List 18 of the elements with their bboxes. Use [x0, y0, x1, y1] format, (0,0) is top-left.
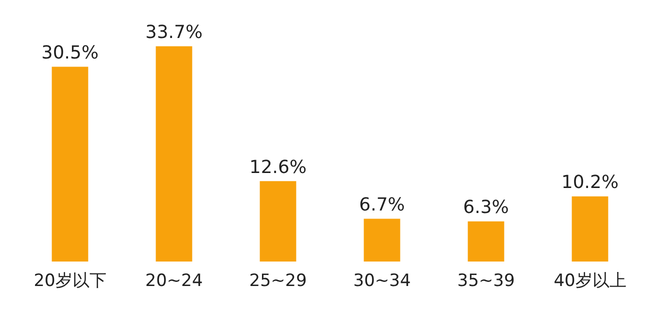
- bar: [156, 46, 192, 262]
- data-label: 6.7%: [359, 194, 405, 216]
- data-label: 12.6%: [249, 156, 307, 178]
- x-tick-label: 20~24: [145, 271, 203, 292]
- x-tick-label: 20岁以下: [34, 271, 106, 292]
- data-label: 30.5%: [41, 42, 99, 64]
- x-tick-label: 30~34: [353, 271, 411, 292]
- bar: [572, 196, 608, 262]
- x-tick-label: 25~29: [249, 271, 307, 292]
- data-label: 6.3%: [463, 197, 509, 218]
- data-label: 10.2%: [561, 172, 619, 194]
- data-label: 33.7%: [145, 22, 203, 43]
- bar: [260, 181, 296, 262]
- bar: [364, 218, 400, 262]
- bar: [52, 66, 88, 262]
- bar: [468, 221, 504, 262]
- x-tick-label: 40岁以上: [554, 271, 626, 292]
- x-tick-label: 35~39: [457, 271, 515, 292]
